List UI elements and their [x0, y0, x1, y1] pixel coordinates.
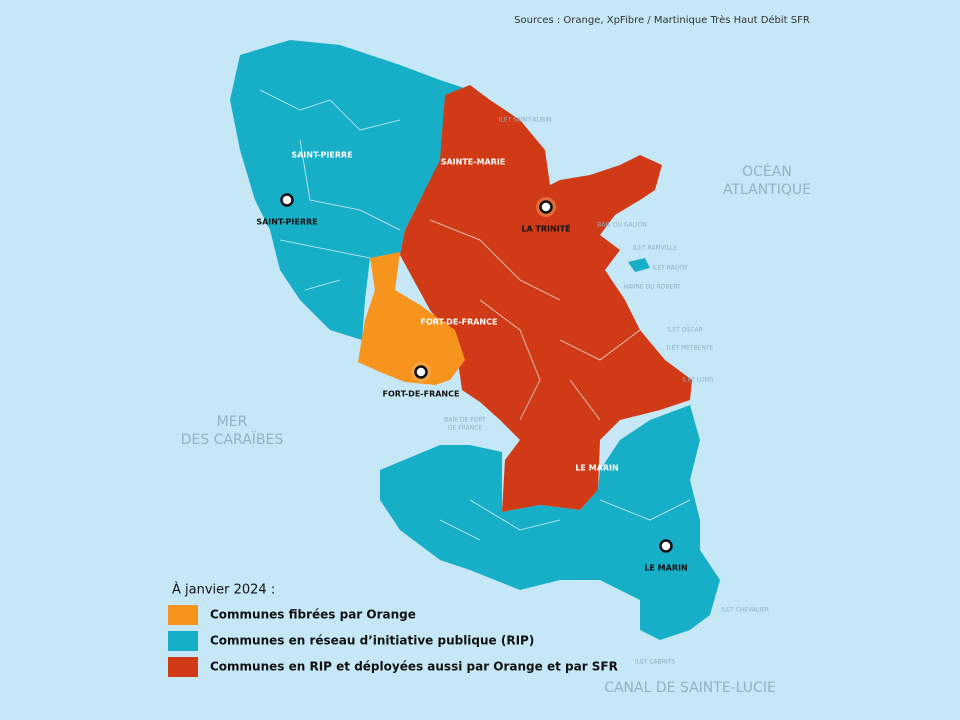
place-label: BAIE DE FORT	[444, 417, 486, 424]
place-label: ILET SAINT-AUBIN	[499, 117, 552, 124]
legend-swatch	[168, 631, 198, 651]
legend-swatch	[168, 605, 198, 625]
place-label: ILET LONG	[682, 377, 714, 384]
legend-label: Communes en réseau d’initiative publique…	[210, 634, 534, 648]
sea-label: OCÉAN	[742, 163, 792, 180]
place-label: BAIE DU GALION	[597, 222, 647, 229]
commune-border	[259, 89, 691, 541]
region-label: SAINTE-MARIE	[441, 158, 506, 167]
place-label: HAVRE DU ROBERT	[623, 284, 681, 291]
place-label: ILET RAGOT	[652, 265, 688, 272]
legend-label: Communes fibrées par Orange	[210, 608, 416, 622]
sea-label: MER	[217, 414, 248, 430]
sea-label: DES CARAÏBES	[181, 430, 284, 448]
islet	[628, 258, 650, 272]
legend-swatch	[168, 657, 198, 677]
place-label: ILET CHEVALIER	[721, 607, 769, 614]
orange-fibre	[358, 252, 465, 385]
city-label: LE MARIN	[644, 564, 687, 573]
legend-title: À janvier 2024 :	[172, 582, 275, 598]
legend-label: Communes en RIP et déployées aussi par O…	[210, 660, 618, 674]
place-label: ILET CABRITS	[635, 659, 675, 666]
city-label: LA TRINITÉ	[521, 223, 570, 234]
region-label: LE MARIN	[575, 464, 618, 473]
sea-label: ATLANTIQUE	[723, 182, 811, 198]
city-label: FORT-DE-FRANCE	[383, 390, 460, 399]
region-label: FORT-DE-FRANCE	[421, 318, 498, 327]
city-label: SAINT-PIERRE	[256, 218, 317, 227]
place-label: ILET OSCAR	[667, 327, 702, 334]
sea-label: CANAL DE SAINTE-LUCIE	[604, 680, 776, 696]
place-label: ILET METRENTE	[666, 345, 713, 352]
source: Sources : Orange, XpFibre / Martinique T…	[514, 14, 810, 26]
city-marker	[659, 539, 673, 553]
city-marker	[280, 193, 294, 207]
city-marker	[539, 200, 553, 214]
region-label: SAINT-PIERRE	[291, 151, 352, 160]
place-label: ILET RAMVILLE	[633, 245, 677, 252]
rip-orange-sfr	[400, 85, 692, 512]
rip-north	[230, 40, 470, 340]
place-label: DE FRANCE	[448, 425, 482, 432]
city-marker	[414, 365, 428, 379]
